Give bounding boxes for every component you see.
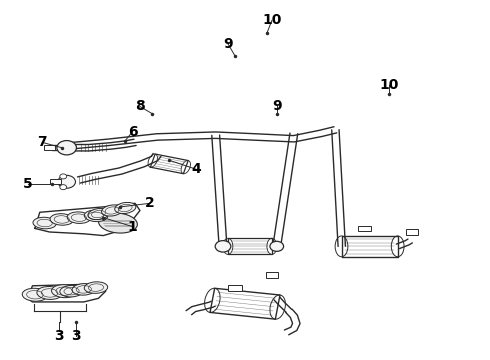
Ellipse shape — [98, 213, 137, 233]
Bar — [406, 229, 418, 235]
Ellipse shape — [72, 284, 96, 295]
Text: 5: 5 — [23, 177, 32, 190]
Ellipse shape — [22, 288, 48, 301]
Text: 9: 9 — [272, 99, 282, 113]
Text: 4: 4 — [191, 162, 201, 176]
Circle shape — [57, 140, 76, 155]
Ellipse shape — [101, 205, 122, 216]
Text: 9: 9 — [223, 37, 233, 51]
Ellipse shape — [67, 212, 91, 224]
Ellipse shape — [51, 285, 77, 298]
Circle shape — [60, 174, 67, 179]
Ellipse shape — [84, 282, 108, 293]
Text: 6: 6 — [128, 125, 137, 139]
Ellipse shape — [37, 287, 62, 300]
Text: 7: 7 — [37, 135, 47, 149]
Text: 1: 1 — [128, 220, 138, 234]
Bar — [358, 226, 371, 231]
Ellipse shape — [50, 214, 74, 225]
Ellipse shape — [33, 217, 56, 229]
Text: 10: 10 — [379, 78, 399, 92]
Text: 10: 10 — [262, 13, 282, 27]
Circle shape — [270, 241, 284, 251]
Text: 3: 3 — [72, 329, 81, 343]
Ellipse shape — [88, 208, 109, 220]
Bar — [49, 179, 61, 184]
Text: 8: 8 — [135, 99, 145, 113]
Bar — [228, 284, 242, 291]
Ellipse shape — [60, 285, 83, 297]
Ellipse shape — [115, 202, 136, 213]
Circle shape — [60, 185, 67, 190]
Text: 2: 2 — [145, 196, 155, 210]
Circle shape — [215, 240, 231, 252]
Bar — [44, 145, 55, 150]
Ellipse shape — [84, 210, 108, 222]
Circle shape — [58, 175, 75, 188]
Text: 3: 3 — [54, 329, 64, 343]
Bar — [266, 272, 278, 278]
